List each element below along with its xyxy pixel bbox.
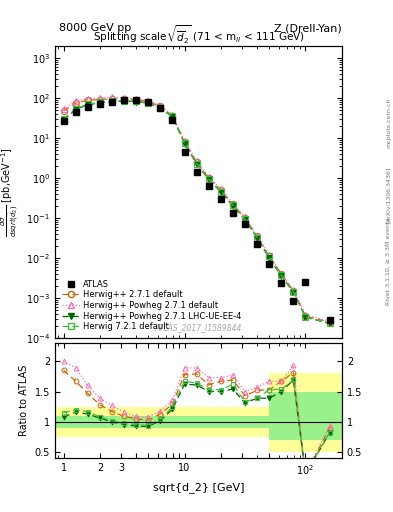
Y-axis label: Ratio to ATLAS: Ratio to ATLAS (19, 365, 29, 436)
Text: Rivet 3.1.10, ≥ 3.3M events: Rivet 3.1.10, ≥ 3.3M events (386, 217, 391, 305)
Text: [arXiv:1306.3436]: [arXiv:1306.3436] (386, 166, 391, 223)
X-axis label: sqrt{d_2} [GeV]: sqrt{d_2} [GeV] (153, 482, 244, 494)
Legend: ATLAS, Herwig++ 2.7.1 default, Herwig++ Powheg 2.7.1 default, Herwig++ Powheg 2.: ATLAS, Herwig++ 2.7.1 default, Herwig++ … (59, 277, 244, 334)
Text: 8000 GeV pp: 8000 GeV pp (59, 23, 131, 33)
Y-axis label: $\frac{d\sigma}{dsqrt(\widetilde{d}_2)}$ [pb,GeV$^{-1}$]: $\frac{d\sigma}{dsqrt(\widetilde{d}_2)}$… (0, 147, 20, 237)
Text: Z (Drell-Yan): Z (Drell-Yan) (274, 23, 342, 33)
Text: ATLAS_2017_I1589844: ATLAS_2017_I1589844 (155, 323, 242, 332)
Text: mcplots.cern.ch: mcplots.cern.ch (386, 98, 391, 148)
Title: Splitting scale$\sqrt{\overline{d}_2}$ (71 < m$_{ll}$ < 111 GeV): Splitting scale$\sqrt{\overline{d}_2}$ (… (93, 24, 304, 46)
